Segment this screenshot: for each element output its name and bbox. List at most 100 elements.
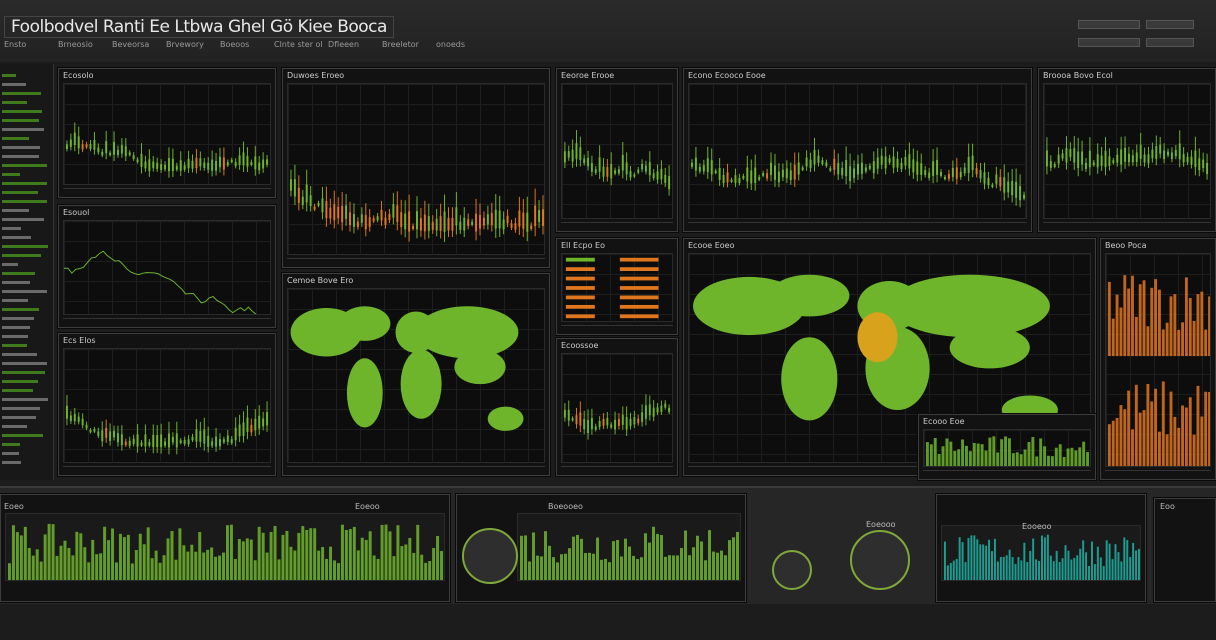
bar bbox=[1011, 453, 1015, 466]
panel-footer bbox=[1043, 222, 1211, 229]
candle bbox=[85, 424, 88, 429]
sidebar-item[interactable] bbox=[2, 425, 28, 428]
sidebar-item[interactable] bbox=[2, 173, 21, 176]
toolbar-button[interactable] bbox=[1146, 20, 1194, 29]
bar bbox=[142, 544, 146, 580]
sidebar-item[interactable] bbox=[2, 299, 29, 302]
sidebar-item[interactable] bbox=[2, 137, 29, 140]
sidebar-item[interactable] bbox=[2, 101, 28, 104]
map-landmass bbox=[889, 274, 1050, 338]
bar bbox=[436, 536, 440, 580]
sidebar-item[interactable] bbox=[2, 344, 28, 347]
bar bbox=[556, 562, 559, 580]
menu-item[interactable]: Beveorsa bbox=[112, 40, 150, 49]
candle bbox=[266, 159, 269, 165]
bar bbox=[348, 529, 352, 580]
bar bbox=[277, 559, 281, 580]
menu-item[interactable]: Dfleeen bbox=[328, 40, 360, 49]
bar bbox=[949, 562, 952, 580]
sidebar-item[interactable] bbox=[2, 452, 19, 455]
candle bbox=[975, 168, 978, 175]
sidebar-item[interactable] bbox=[2, 182, 48, 185]
toolbar-button[interactable] bbox=[1078, 20, 1140, 29]
sidebar-item[interactable] bbox=[2, 164, 48, 167]
sidebar-item[interactable] bbox=[2, 371, 46, 374]
menu-item[interactable]: onoeds bbox=[436, 40, 466, 49]
toolbar-button[interactable] bbox=[1146, 38, 1194, 47]
sidebar-item[interactable] bbox=[2, 389, 34, 392]
menu-item[interactable]: Clnte ster ol bbox=[274, 40, 323, 49]
sidebar-item[interactable] bbox=[2, 227, 22, 230]
sidebar-item[interactable] bbox=[2, 245, 48, 248]
sidebar-item[interactable] bbox=[2, 200, 47, 203]
bar bbox=[1061, 558, 1064, 580]
sidebar-item[interactable] bbox=[2, 407, 41, 410]
candle bbox=[610, 424, 613, 428]
bar bbox=[27, 547, 31, 580]
candle bbox=[598, 157, 601, 172]
sidebar-item[interactable] bbox=[2, 362, 47, 365]
sidebar-item[interactable] bbox=[2, 461, 22, 464]
sidebar-item[interactable] bbox=[2, 254, 41, 257]
bar bbox=[1129, 557, 1132, 580]
bar bbox=[1026, 562, 1029, 580]
bar bbox=[166, 538, 170, 580]
sidebar-item[interactable] bbox=[2, 110, 42, 113]
bottom-label: Boeooeo bbox=[548, 502, 583, 511]
sidebar-item[interactable] bbox=[2, 146, 40, 149]
sidebar-item[interactable] bbox=[2, 263, 18, 266]
menu-item[interactable]: Ensto bbox=[4, 40, 27, 49]
bar bbox=[1158, 431, 1161, 466]
bar bbox=[1096, 546, 1099, 580]
candle bbox=[971, 155, 974, 171]
sidebar-item[interactable] bbox=[2, 281, 31, 284]
bar bbox=[265, 552, 269, 580]
menu-item[interactable]: Brvewory bbox=[166, 40, 204, 49]
sidebar-item[interactable] bbox=[2, 443, 20, 446]
candle bbox=[471, 221, 474, 225]
sidebar-item[interactable] bbox=[2, 236, 31, 239]
candle bbox=[494, 209, 497, 229]
menu-item[interactable]: Breeletor bbox=[382, 40, 419, 49]
sidebar-item[interactable] bbox=[2, 416, 36, 419]
sidebar-item[interactable] bbox=[2, 83, 26, 86]
sidebar-item[interactable] bbox=[2, 335, 29, 338]
candle bbox=[152, 161, 155, 169]
bar bbox=[253, 560, 257, 580]
gauge-dial[interactable] bbox=[850, 530, 910, 590]
candle bbox=[81, 418, 84, 426]
bar bbox=[1046, 534, 1049, 580]
candle bbox=[447, 217, 450, 231]
candle bbox=[1053, 164, 1056, 167]
sidebar-item[interactable] bbox=[2, 434, 44, 437]
bar bbox=[333, 560, 336, 580]
bar bbox=[991, 551, 993, 580]
sidebar-item[interactable] bbox=[2, 191, 38, 194]
menu-item[interactable]: Boeoos bbox=[220, 40, 250, 49]
sidebar-item[interactable] bbox=[2, 128, 44, 131]
sidebar-item[interactable] bbox=[2, 290, 47, 293]
sidebar-item[interactable] bbox=[2, 308, 39, 311]
bar bbox=[580, 538, 583, 580]
sidebar-item[interactable] bbox=[2, 218, 45, 221]
sidebar-item[interactable] bbox=[2, 380, 38, 383]
sidebar-item[interactable] bbox=[2, 119, 40, 122]
menu-item[interactable]: Brneosio bbox=[58, 40, 93, 49]
sidebar-item[interactable] bbox=[2, 155, 40, 158]
sidebar-item[interactable] bbox=[2, 209, 29, 212]
sidebar-item[interactable] bbox=[2, 74, 16, 77]
panel-title: Eeoroe Erooe bbox=[561, 71, 615, 80]
gauge-dial[interactable] bbox=[772, 550, 812, 590]
gauge-dial[interactable] bbox=[462, 528, 518, 584]
sidebar-item[interactable] bbox=[2, 272, 36, 275]
sidebar-item[interactable] bbox=[2, 92, 41, 95]
sidebar-item[interactable] bbox=[2, 326, 30, 329]
sidebar-item[interactable] bbox=[2, 317, 34, 320]
candle bbox=[167, 158, 170, 172]
candle bbox=[625, 162, 628, 175]
sidebar-item[interactable] bbox=[2, 398, 48, 401]
sidebar-item[interactable] bbox=[2, 353, 37, 356]
toolbar-button[interactable] bbox=[1078, 38, 1140, 47]
candle bbox=[368, 217, 371, 227]
bar bbox=[624, 538, 627, 580]
